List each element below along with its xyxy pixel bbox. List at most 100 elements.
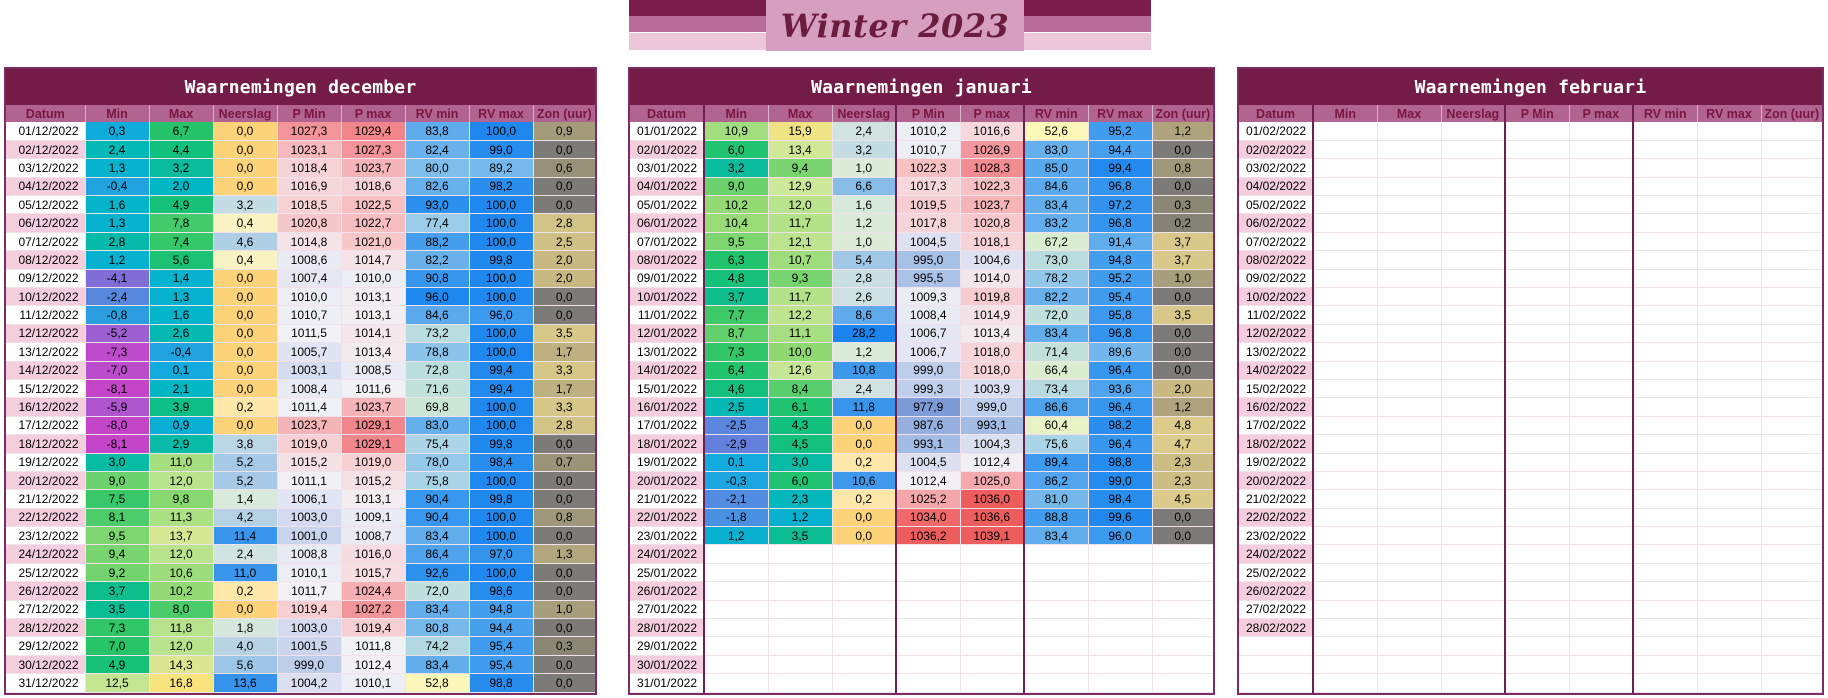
cell-pmin[interactable] <box>1505 305 1570 325</box>
cell-date[interactable]: 26/01/2022 <box>630 581 705 601</box>
cell-pmin[interactable]: 1011,4 <box>277 397 342 417</box>
cell-zon[interactable]: 1,7 <box>533 379 595 399</box>
cell-neerslag[interactable]: 1,0 <box>832 158 897 178</box>
cell-max[interactable]: 3,9 <box>149 397 214 417</box>
cell-pmin[interactable] <box>1505 489 1570 509</box>
cell-max[interactable]: 4,3 <box>768 416 833 436</box>
cell-rvmin[interactable]: 90,4 <box>405 508 470 528</box>
cell-rvmax[interactable]: 96,4 <box>1088 434 1153 454</box>
cell-rvmax[interactable]: 96,4 <box>1088 397 1153 417</box>
cell-max[interactable] <box>1377 526 1442 546</box>
cell-neerslag[interactable]: 28,2 <box>832 324 897 344</box>
cell-zon[interactable] <box>1761 140 1822 160</box>
cell-rvmin[interactable] <box>1633 177 1698 197</box>
cell-date[interactable]: 01/12/2022 <box>6 122 86 141</box>
cell-pmax[interactable]: 1023,7 <box>341 397 406 417</box>
cell-min[interactable]: 7,0 <box>85 636 150 656</box>
column-header-pmax[interactable]: P max <box>341 105 406 122</box>
cell-neerslag[interactable]: 11,4 <box>213 526 278 546</box>
cell-rvmin[interactable]: 88,2 <box>405 232 470 252</box>
cell-zon[interactable]: 0,6 <box>533 158 595 178</box>
cell-date[interactable]: 04/01/2022 <box>630 177 705 197</box>
cell-zon[interactable]: 4,7 <box>1152 434 1213 454</box>
cell-rvmax[interactable] <box>1697 342 1762 362</box>
cell-max[interactable] <box>1377 581 1442 601</box>
cell-rvmax[interactable]: 97,0 <box>469 544 534 564</box>
cell-neerslag[interactable]: 5,4 <box>832 250 897 270</box>
cell-min[interactable]: -2,4 <box>85 287 150 307</box>
cell-min[interactable]: -2,1 <box>704 489 769 509</box>
cell-max[interactable] <box>1377 342 1442 362</box>
cell-pmin[interactable]: 1019,5 <box>896 195 961 215</box>
cell-date[interactable]: 28/01/2022 <box>630 618 705 638</box>
cell-min[interactable] <box>1313 140 1378 160</box>
cell-zon[interactable] <box>1761 434 1822 454</box>
cell-date[interactable] <box>1239 655 1314 675</box>
cell-neerslag[interactable]: 0,0 <box>213 324 278 344</box>
cell-max[interactable] <box>1377 158 1442 178</box>
cell-rvmin[interactable]: 78,8 <box>405 342 470 362</box>
cell-neerslag[interactable]: 0,0 <box>213 140 278 160</box>
cell-zon[interactable]: 0,0 <box>533 655 595 675</box>
cell-rvmin[interactable] <box>1633 140 1698 160</box>
cell-pmax[interactable] <box>1569 287 1634 307</box>
cell-neerslag[interactable] <box>1441 122 1506 141</box>
cell-pmin[interactable]: 999,3 <box>896 379 961 399</box>
cell-neerslag[interactable]: 10,6 <box>832 471 897 491</box>
cell-zon[interactable] <box>1761 544 1822 564</box>
column-header-neerslag[interactable]: Neerslag <box>1441 105 1506 122</box>
cell-rvmax[interactable]: 98,8 <box>1088 453 1153 472</box>
cell-max[interactable]: 10,0 <box>768 342 833 362</box>
cell-pmin[interactable]: 1006,7 <box>896 342 961 362</box>
cell-neerslag[interactable] <box>1441 324 1506 344</box>
cell-rvmax[interactable]: 95,2 <box>1088 269 1153 289</box>
cell-neerslag[interactable]: 0,4 <box>213 250 278 270</box>
cell-pmin[interactable]: 1014,8 <box>277 232 342 252</box>
cell-pmax[interactable] <box>960 655 1025 675</box>
cell-pmin[interactable]: 995,0 <box>896 250 961 270</box>
cell-rvmin[interactable] <box>1633 581 1698 601</box>
cell-pmax[interactable] <box>1569 324 1634 344</box>
cell-pmax[interactable] <box>960 673 1025 693</box>
cell-max[interactable]: -0,4 <box>149 342 214 362</box>
cell-min[interactable]: 1,6 <box>85 195 150 215</box>
cell-rvmin[interactable] <box>1633 287 1698 307</box>
cell-zon[interactable]: 1,7 <box>533 342 595 362</box>
cell-min[interactable]: 4,9 <box>85 655 150 675</box>
cell-max[interactable]: 8,4 <box>768 379 833 399</box>
cell-zon[interactable] <box>1761 673 1822 693</box>
cell-rvmin[interactable] <box>1633 342 1698 362</box>
cell-max[interactable] <box>1377 508 1442 528</box>
cell-max[interactable]: 6,0 <box>768 471 833 491</box>
cell-date[interactable]: 10/02/2022 <box>1239 287 1314 307</box>
cell-pmax[interactable] <box>1569 636 1634 656</box>
cell-pmin[interactable] <box>896 563 961 583</box>
cell-rvmin[interactable]: 80,0 <box>405 158 470 178</box>
cell-date[interactable]: 01/01/2022 <box>630 122 705 141</box>
cell-rvmax[interactable]: 94,8 <box>469 600 534 620</box>
cell-rvmax[interactable]: 99,8 <box>469 489 534 509</box>
cell-zon[interactable]: 0,2 <box>1152 213 1213 233</box>
cell-max[interactable] <box>1377 305 1442 325</box>
cell-zon[interactable] <box>1761 158 1822 178</box>
cell-pmin[interactable]: 1004,5 <box>896 453 961 472</box>
cell-date[interactable]: 02/12/2022 <box>6 140 86 160</box>
cell-rvmax[interactable] <box>1697 379 1762 399</box>
cell-zon[interactable] <box>1761 618 1822 638</box>
cell-rvmax[interactable] <box>1697 361 1762 380</box>
cell-date[interactable]: 27/02/2022 <box>1239 600 1314 620</box>
cell-neerslag[interactable]: 0,0 <box>213 287 278 307</box>
cell-min[interactable]: 1,3 <box>85 213 150 233</box>
cell-zon[interactable]: 0,0 <box>1152 140 1213 160</box>
cell-rvmin[interactable]: 93,0 <box>405 195 470 215</box>
column-header-date[interactable]: Datum <box>6 105 86 122</box>
cell-pmax[interactable] <box>1569 177 1634 197</box>
cell-min[interactable] <box>704 618 769 638</box>
cell-rvmin[interactable]: 82,6 <box>405 177 470 197</box>
cell-zon[interactable]: 4,8 <box>1152 416 1213 436</box>
cell-neerslag[interactable] <box>832 563 897 583</box>
cell-zon[interactable]: 0,0 <box>533 563 595 583</box>
cell-rvmax[interactable]: 94,4 <box>1088 140 1153 160</box>
column-header-rvmax[interactable]: RV max <box>1697 105 1762 122</box>
cell-max[interactable]: 12,0 <box>149 471 214 491</box>
